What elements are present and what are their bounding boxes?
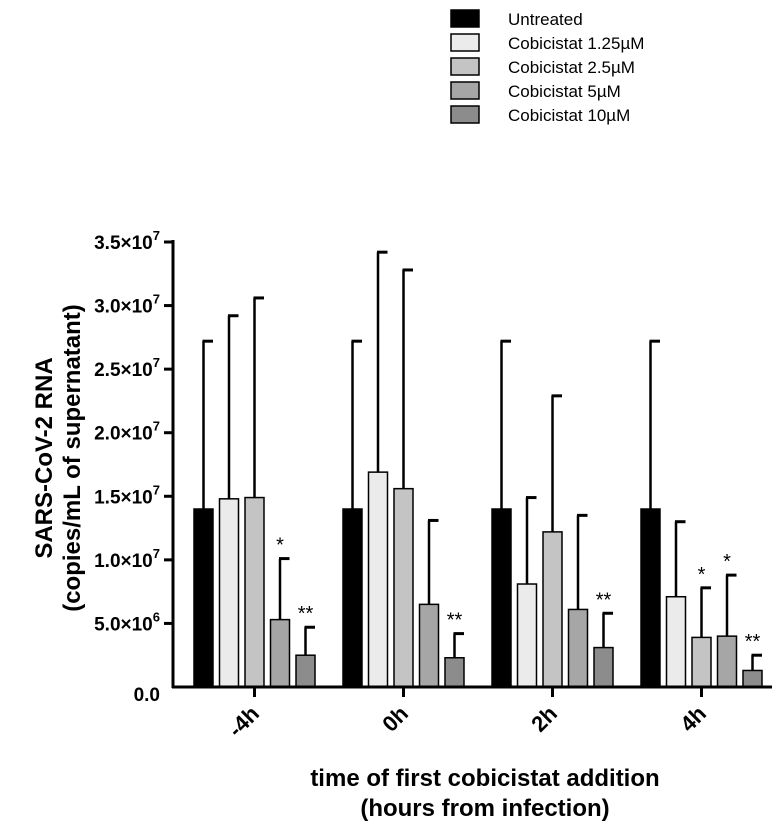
significance-label: * xyxy=(723,551,731,573)
bar xyxy=(567,608,589,688)
legend-swatch xyxy=(450,81,480,100)
bar xyxy=(418,603,440,688)
bar xyxy=(716,635,738,688)
significance-label: * xyxy=(276,535,284,557)
bar xyxy=(742,669,763,688)
x-tick-label: 2h xyxy=(526,701,562,737)
legend-label: Cobicistat 5µM xyxy=(508,82,621,101)
y-tick-label: 0.0 xyxy=(134,685,160,706)
bar xyxy=(691,636,712,688)
bar xyxy=(640,508,661,688)
legend-label: Cobicistat 2.5µM xyxy=(508,58,635,77)
significance-label: * xyxy=(698,564,706,586)
bar xyxy=(367,471,389,688)
y-tick-label: 1.0×107 xyxy=(94,546,160,572)
y-tick-label: 1.5×107 xyxy=(94,482,160,508)
legend-label: Untreated xyxy=(508,10,583,29)
x-axis-title-line2: (hours from infection) xyxy=(360,795,609,822)
significance-label: ** xyxy=(596,589,612,611)
y-axis-title-line1: SARS-CoV-2 RNA xyxy=(31,357,58,558)
bar xyxy=(491,508,512,688)
legend: Untreated Cobicistat 1.25µM Cobicistat 2.5… xyxy=(450,9,644,125)
y-tick-label: 5.0×106 xyxy=(94,609,160,635)
bar xyxy=(193,508,214,688)
y-tick-label: 2.5×107 xyxy=(94,355,160,381)
y-axis-title-line2: (copies/mL of supernatant) xyxy=(59,304,86,612)
bar xyxy=(295,654,316,688)
legend-swatch xyxy=(450,57,480,76)
significance-label: ** xyxy=(298,603,314,625)
bar xyxy=(218,498,240,688)
legend-swatch xyxy=(450,105,480,124)
bar xyxy=(542,531,563,688)
significance-label: ** xyxy=(745,631,761,653)
x-tick-label: -4h xyxy=(223,701,264,742)
bar xyxy=(342,508,363,688)
x-tick-label: 0h xyxy=(377,701,413,737)
bar xyxy=(269,618,291,688)
significance-label: ** xyxy=(447,610,463,632)
bar xyxy=(516,583,538,688)
x-axis-title-line1: time of first cobicistat addition xyxy=(310,765,659,792)
x-tick-label: 4h xyxy=(675,701,711,737)
legend-swatch xyxy=(450,9,480,28)
bar xyxy=(593,646,614,688)
legend-swatch xyxy=(450,33,480,52)
bars-layer: ***** ****** xyxy=(193,250,763,688)
y-tick-label: 3.5×107 xyxy=(94,228,160,254)
bar xyxy=(244,496,265,688)
legend-label: Cobicistat 1.25µM xyxy=(508,34,644,53)
y-tick-label: 2.0×107 xyxy=(94,419,160,445)
bar xyxy=(665,595,687,688)
legend-label: Cobicistat 10µM xyxy=(508,106,630,125)
bar xyxy=(393,487,414,688)
bar xyxy=(444,657,465,688)
y-tick-label: 3.0×107 xyxy=(94,292,160,318)
